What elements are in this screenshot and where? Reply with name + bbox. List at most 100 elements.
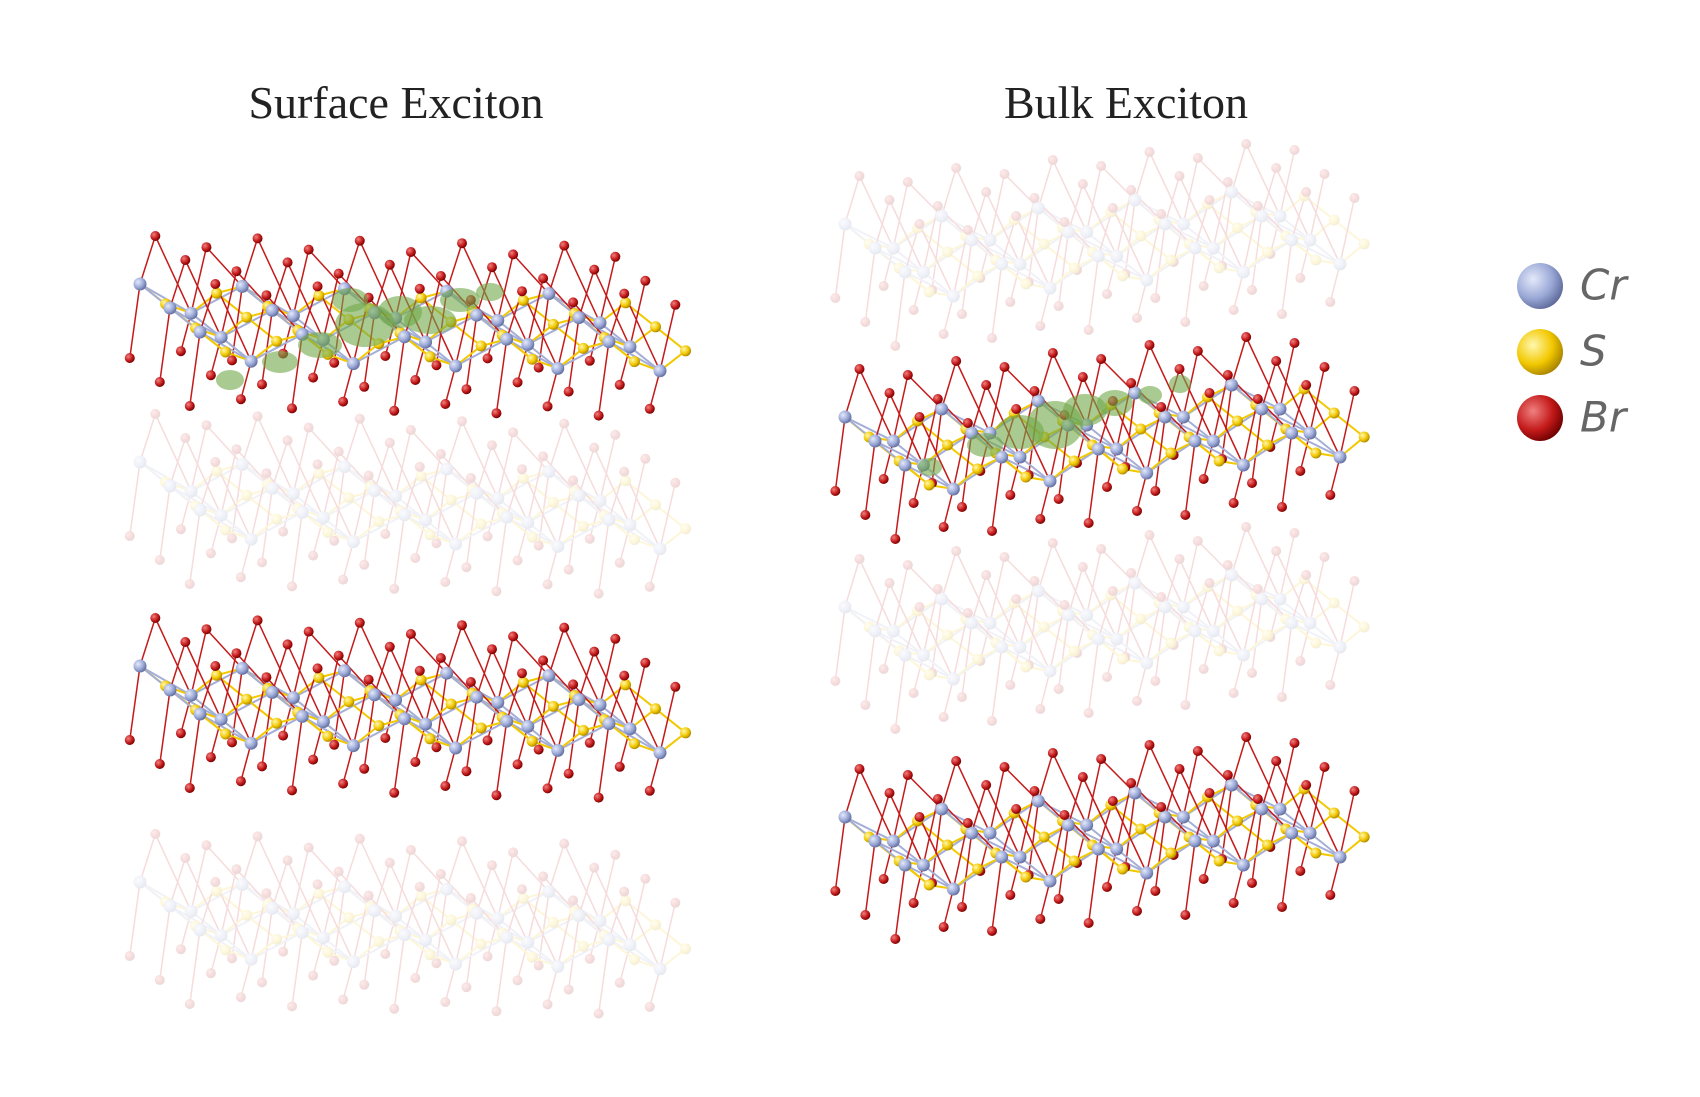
atom — [584, 533, 595, 544]
bond — [1339, 580, 1356, 648]
atom — [568, 895, 579, 906]
atom — [389, 405, 400, 416]
bond — [394, 849, 412, 917]
atom — [380, 733, 391, 743]
atom — [957, 692, 967, 702]
bond — [894, 654, 906, 730]
atom — [1303, 426, 1317, 440]
atom — [500, 332, 514, 346]
bond — [1067, 566, 1084, 616]
bond — [1275, 360, 1311, 434]
bond — [955, 550, 991, 624]
bond — [659, 482, 677, 549]
atom — [346, 739, 360, 753]
bond — [629, 662, 647, 729]
bond — [904, 864, 954, 890]
exciton-blob — [262, 351, 298, 373]
bond — [512, 635, 550, 677]
bond — [291, 932, 303, 1007]
atom — [942, 246, 953, 258]
atom — [1156, 402, 1167, 412]
atom — [1013, 257, 1027, 271]
bond — [159, 485, 171, 561]
atom — [440, 577, 451, 587]
bond — [1299, 432, 1311, 472]
bond — [1251, 408, 1263, 484]
atom — [329, 739, 340, 750]
legend-swatch — [1517, 395, 1563, 441]
atom — [1198, 664, 1209, 674]
bond — [955, 760, 991, 834]
bond — [444, 747, 457, 787]
atom — [1043, 874, 1057, 888]
bond — [578, 651, 595, 700]
atom — [424, 949, 436, 961]
atom — [1128, 786, 1142, 800]
bond — [623, 675, 661, 754]
atom — [602, 513, 616, 527]
atom — [333, 650, 344, 661]
atom — [163, 301, 177, 315]
atom — [271, 933, 283, 945]
atom — [1005, 890, 1016, 900]
bond — [1245, 336, 1281, 410]
atom — [184, 484, 198, 498]
atom — [610, 251, 621, 262]
atom — [951, 356, 962, 366]
bond — [548, 843, 565, 892]
bond — [1251, 808, 1263, 884]
atom — [303, 422, 314, 433]
bond — [1221, 384, 1233, 460]
atom — [526, 951, 538, 963]
atom — [914, 219, 925, 229]
bond — [537, 471, 550, 546]
atom — [623, 938, 637, 952]
atom — [1180, 317, 1191, 327]
bond — [1236, 820, 1269, 846]
atom — [278, 946, 289, 957]
atom — [354, 617, 365, 628]
atom — [359, 381, 370, 392]
bond — [220, 907, 273, 937]
bond — [1097, 848, 1148, 874]
atoms — [124, 409, 692, 599]
bond — [455, 936, 508, 965]
bond — [567, 915, 580, 990]
bond — [246, 914, 278, 940]
bond — [455, 338, 508, 367]
atom — [542, 579, 553, 590]
bond — [563, 843, 601, 922]
atom — [1262, 839, 1273, 851]
exciton-blob — [1063, 394, 1107, 426]
atom — [542, 287, 556, 301]
atom — [1176, 810, 1190, 824]
bond — [1202, 247, 1215, 287]
bond — [1269, 808, 1281, 848]
atom — [1180, 910, 1191, 920]
atom — [440, 997, 451, 1007]
bond — [395, 672, 448, 701]
atom — [1059, 217, 1070, 227]
atom — [1206, 624, 1220, 638]
bond — [961, 239, 973, 315]
bond — [882, 630, 895, 670]
bond — [1269, 408, 1281, 448]
atom — [1102, 882, 1112, 892]
bond — [352, 513, 405, 543]
bond — [619, 524, 631, 563]
bond — [589, 920, 601, 959]
bond — [1110, 594, 1142, 620]
bond — [190, 629, 208, 696]
atom — [1156, 802, 1167, 812]
bond — [348, 700, 380, 727]
atom — [1295, 466, 1306, 476]
bond — [220, 869, 238, 936]
atom — [1053, 894, 1064, 904]
atom — [593, 588, 604, 599]
atom — [517, 294, 529, 306]
bond — [1303, 195, 1335, 221]
atom — [1013, 450, 1027, 464]
atom — [1110, 442, 1124, 456]
atom — [475, 722, 487, 734]
atom — [653, 962, 667, 976]
